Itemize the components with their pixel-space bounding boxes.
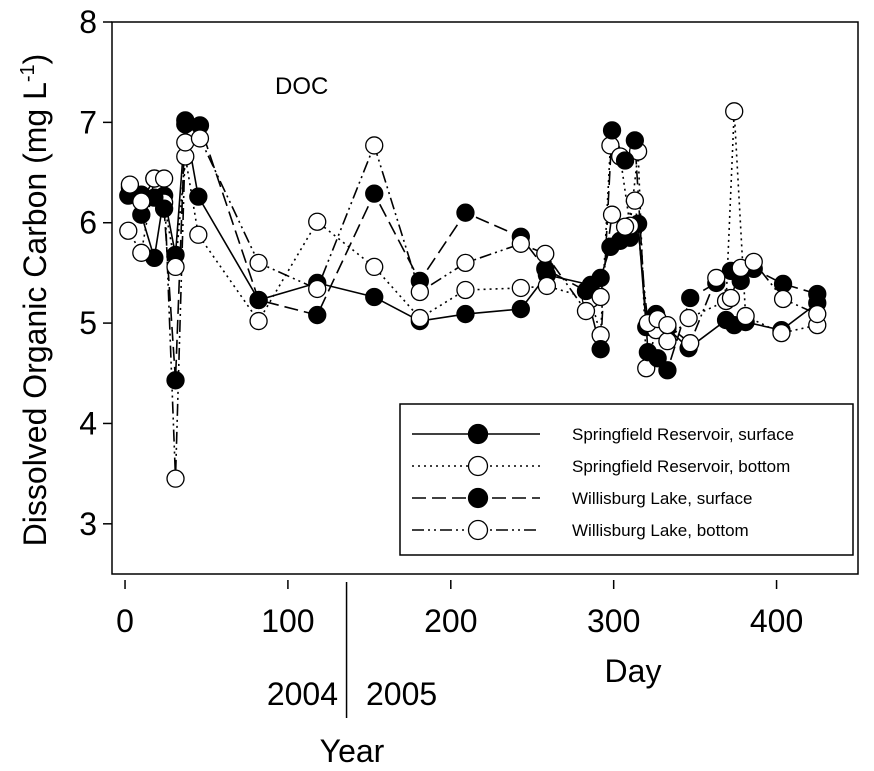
year-label-2005: 2005: [366, 676, 437, 712]
data-point-s2-7: [249, 290, 268, 310]
data-point-s2-28: [808, 284, 827, 304]
data-point-s3-17: [615, 217, 635, 236]
data-point-s3-15: [591, 287, 610, 307]
data-point-s2-4: [166, 371, 185, 390]
legend-marker-3: [467, 519, 489, 541]
data-point-s1-7: [249, 311, 268, 331]
data-point-s0-15: [591, 268, 610, 288]
legend: Springfield Reservoir, surface Springfiel…: [399, 403, 854, 556]
data-point-s1-6: [189, 225, 208, 244]
data-point-s3-13: [536, 244, 555, 263]
data-point-s3-9: [365, 136, 384, 155]
y-tick-label-5: 5: [79, 305, 97, 341]
data-point-s1-1: [132, 243, 151, 262]
data-point-s1-10: [410, 308, 429, 328]
data-point-s3-10: [410, 282, 429, 302]
data-point-s3-24: [721, 288, 741, 308]
y-axis-title-end: ): [17, 54, 53, 65]
legend-label-0: Springfield Reservoir, surface: [572, 425, 794, 444]
plot-area: [111, 21, 859, 575]
data-point-s3-23: [707, 268, 726, 288]
data-point-s3-26: [744, 252, 763, 272]
data-point-s2-21: [658, 361, 677, 380]
data-point-s2-11: [456, 203, 475, 222]
legend-marker-1: [467, 455, 489, 477]
data-point-s3-11: [456, 253, 475, 273]
y-axis-title: Dissolved Organic Carbon (mg L-1): [17, 54, 53, 547]
x-tick-label-100: 100: [261, 603, 314, 639]
data-point-s3-1: [132, 192, 151, 211]
y-axis-title-main: Dissolved Organic Carbon (mg L: [17, 82, 53, 546]
data-point-s0-11: [456, 304, 475, 324]
data-point-s3-7: [249, 253, 268, 273]
legend-label-3: Willisburg Lake, bottom: [572, 521, 749, 540]
data-point-s1-4: [166, 257, 185, 277]
x-tick-label-300: 300: [587, 603, 640, 639]
year-axis-title: Year: [320, 733, 385, 769]
data-point-s3-21: [658, 315, 677, 335]
y-tick-label-8: 8: [79, 4, 97, 40]
data-point-s2-8: [308, 305, 327, 325]
x-tick-label-200: 200: [424, 603, 477, 639]
series-layer: [119, 102, 827, 488]
data-point-s1-22: [658, 332, 677, 351]
data-point-s1-25: [725, 102, 744, 121]
y-tick-label-4: 4: [79, 405, 97, 441]
data-point-s2-3: [154, 199, 174, 218]
data-point-s3-8: [308, 279, 327, 299]
data-point-s0-9: [365, 287, 384, 307]
data-point-s2-16: [602, 121, 622, 140]
y-tick-label-3: 3: [79, 506, 97, 542]
data-point-s3-4: [166, 469, 185, 488]
data-point-s2-17: [615, 151, 635, 170]
x-tick-label-400: 400: [750, 603, 803, 639]
data-point-s3-12: [511, 234, 530, 253]
data-point-s1-27: [772, 323, 791, 343]
data-point-s3-6: [190, 129, 210, 148]
data-point-s3-22: [681, 334, 700, 353]
data-point-s3-14: [576, 301, 596, 321]
y-axis-title-superscript: -1: [17, 64, 39, 82]
legend-label-1: Springfield Reservoir, bottom: [572, 457, 790, 476]
data-point-s3-28: [808, 304, 827, 324]
data-point-s1-12: [511, 278, 530, 298]
data-point-s1-11: [456, 280, 475, 300]
data-point-s2-15: [591, 340, 610, 359]
axes-layer: 3 4 5 6 7 8 0 100 200 300 400: [79, 4, 803, 718]
data-point-s1-13: [537, 276, 557, 296]
x-tick-label-0: 0: [116, 603, 134, 639]
legend-label-2: Willisburg Lake, surface: [572, 489, 752, 508]
year-label-2004: 2004: [267, 676, 338, 712]
chart-annotation: DOC: [275, 73, 328, 100]
y-tick-label-6: 6: [79, 205, 97, 241]
plot-border: [111, 21, 859, 575]
data-point-s2-20: [648, 349, 667, 368]
data-point-s2-9: [365, 184, 384, 203]
data-point-s3-16: [602, 205, 622, 224]
data-point-s3-0: [120, 175, 140, 194]
data-point-s2-22: [681, 288, 700, 308]
data-point-s1-23: [679, 308, 698, 328]
data-point-s3-27: [773, 289, 793, 309]
legend-marker-2: [467, 487, 489, 509]
y-tick-label-7: 7: [79, 104, 97, 140]
data-point-s0-12: [511, 299, 530, 319]
x-axis-title: Day: [605, 653, 662, 689]
data-point-s3-18: [625, 191, 645, 210]
data-point-s0-6: [189, 187, 208, 206]
data-point-s2-18: [625, 131, 645, 150]
series-line-2: [129, 119, 818, 381]
data-point-s1-9: [365, 257, 384, 277]
legend-marker-0: [467, 423, 489, 445]
data-point-s1-26: [736, 306, 755, 326]
data-point-s3-3: [154, 169, 174, 188]
data-point-s1-8: [308, 212, 327, 231]
data-point-s1-0: [119, 221, 138, 240]
